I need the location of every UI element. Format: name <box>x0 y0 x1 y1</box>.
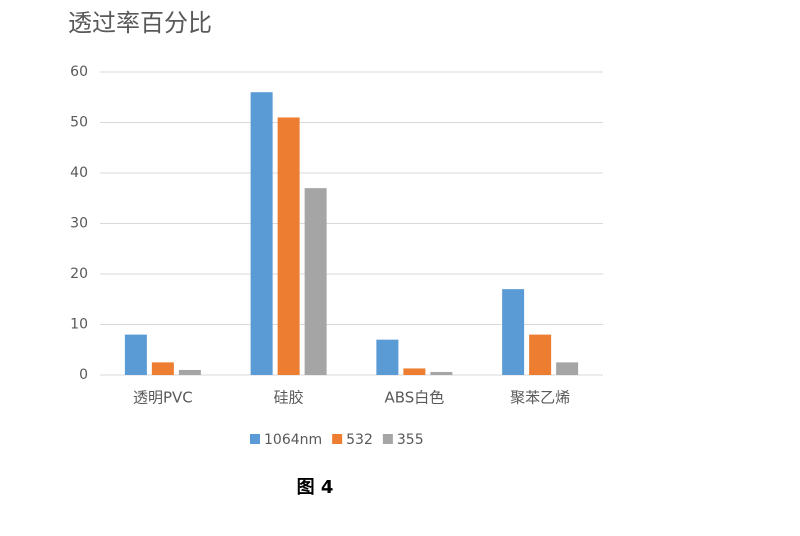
bar <box>304 188 327 375</box>
bar <box>277 117 300 375</box>
x-tick-label: 聚苯乙烯 <box>510 389 570 407</box>
chart-title: 透过率百分比 <box>68 9 212 37</box>
y-tick-label: 0 <box>79 367 88 383</box>
bar <box>250 92 273 375</box>
y-tick-label: 50 <box>70 115 88 131</box>
bar <box>502 289 525 375</box>
legend-swatch <box>382 434 393 444</box>
bar <box>556 362 579 375</box>
caption: 图 4 <box>297 477 334 498</box>
y-tick-label: 10 <box>70 317 88 333</box>
bar <box>376 339 399 375</box>
x-tick-label: ABS白色 <box>384 389 444 407</box>
x-tick-label: 硅胶 <box>274 389 304 407</box>
legend-label: 532 <box>346 432 373 448</box>
legend-swatch <box>332 434 343 444</box>
y-tick-label: 30 <box>70 216 88 232</box>
legend-swatch <box>250 434 260 444</box>
x-tick-label: 透明PVC <box>133 389 193 407</box>
bar <box>403 368 426 375</box>
legend-label: 1064nm <box>264 432 322 448</box>
y-tick-label: 60 <box>70 64 88 80</box>
bar <box>151 362 174 375</box>
y-tick-label: 40 <box>70 165 88 181</box>
legend-label: 355 <box>397 432 424 448</box>
bar <box>124 334 147 375</box>
y-tick-label: 20 <box>70 266 88 282</box>
bar <box>178 369 201 375</box>
bar <box>529 334 552 375</box>
bar <box>430 371 453 375</box>
